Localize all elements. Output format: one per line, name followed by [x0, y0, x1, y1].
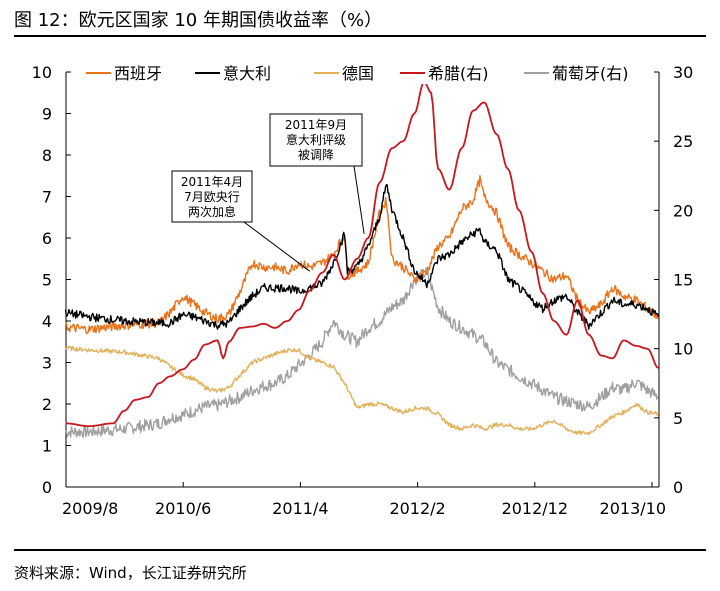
annotation-text: 2011年9月	[285, 118, 347, 132]
annotation-box	[171, 170, 253, 223]
source-note: 资料来源：Wind，长江证券研究所	[14, 564, 247, 582]
right-tick-label: 20	[673, 201, 693, 220]
legend-label: 希腊(右)	[428, 64, 489, 83]
annotation-leader	[243, 221, 311, 272]
left-tick-label: 0	[42, 478, 52, 497]
left-tick-label: 9	[42, 105, 52, 124]
annotation-text: 7月欧央行	[184, 190, 240, 204]
annotation-box	[269, 113, 363, 167]
annotation-text: 两次加息	[188, 204, 236, 219]
legend-label: 葡萄牙(右)	[552, 64, 629, 83]
right-tick-label: 25	[673, 132, 693, 151]
left-tick-label: 7	[42, 188, 52, 207]
left-tick-label: 2	[42, 395, 52, 414]
source-rule	[14, 549, 706, 551]
legend: 西班牙 意大利 德国 希腊(右) 葡萄牙(右)	[86, 62, 634, 84]
left-tick-label: 3	[42, 354, 52, 373]
series-line-4	[65, 267, 659, 438]
series-line-3	[65, 80, 659, 427]
right-tick-label: 10	[673, 340, 693, 359]
x-tick-label: 2011/4	[272, 499, 328, 518]
title-rule	[14, 35, 706, 37]
legend-label: 西班牙	[114, 64, 162, 83]
series-layer	[64, 80, 660, 438]
x-tick-label: 2012/12	[502, 499, 568, 518]
right-tick-label: 0	[673, 478, 683, 497]
right-tick-label: 5	[673, 409, 683, 428]
left-tick-label: 6	[42, 229, 52, 248]
annotation-text: 意大利评级	[286, 132, 346, 147]
left-tick-label: 5	[42, 271, 52, 290]
axes: 0 1 2 3 4 5 6 7 8 9 10 0 5 10 15 20 25 30 2009/8 2010/6 2011…	[32, 63, 694, 518]
left-tick-label: 1	[42, 437, 52, 456]
x-tick-label: 2010/6	[155, 499, 211, 518]
series-line-2	[64, 345, 660, 436]
x-tick-label: 2009/8	[62, 499, 118, 518]
right-tick-label: 15	[673, 271, 693, 290]
x-tick-label: 2012/2	[389, 499, 445, 518]
annotation-text: 被调降	[298, 148, 334, 162]
left-tick-label: 8	[42, 146, 52, 165]
legend-background	[86, 62, 634, 84]
left-tick-label: 10	[32, 63, 52, 82]
annotation-leader	[353, 165, 365, 234]
right-tick-label: 30	[673, 63, 693, 82]
legend-label: 意大利	[223, 64, 271, 83]
series-line-0	[65, 175, 660, 335]
x-tick-label: 2013/10	[600, 499, 666, 518]
series-line-1	[64, 184, 660, 330]
left-tick-label: 4	[42, 312, 52, 331]
annotation-text: 2011年4月	[181, 175, 243, 189]
figure-title: 图 12：欧元区国家 10 年期国债收益率（%）	[14, 10, 383, 31]
legend-label: 德国	[342, 64, 374, 83]
